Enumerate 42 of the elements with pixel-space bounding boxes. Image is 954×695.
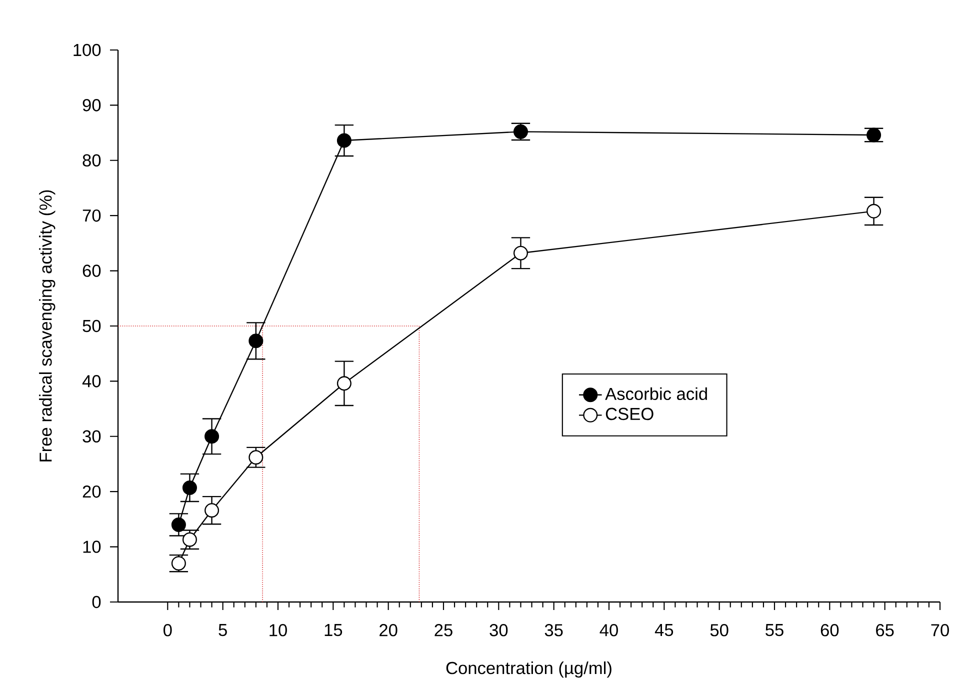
x-tick-label: 15 [324, 624, 342, 636]
x-tick-label: 70 [931, 624, 949, 636]
y-tick-label: 80 [82, 154, 101, 167]
y-tick-label: 10 [83, 540, 101, 553]
point [248, 450, 264, 465]
y-tick-label: 30 [82, 430, 101, 443]
point [866, 128, 882, 142]
x-tick-label: 0 [164, 624, 172, 636]
y-tick-label: 40 [82, 375, 101, 388]
point [204, 503, 220, 518]
point [866, 204, 882, 218]
point [336, 376, 352, 391]
x-tick-label: 10 [270, 624, 287, 636]
x-tick-label: 30 [490, 624, 508, 636]
x-tick-label: 55 [766, 624, 784, 636]
point [248, 334, 264, 348]
x-tick-label: 60 [820, 624, 839, 636]
x-tick-label: 50 [710, 624, 728, 636]
y-tick-label: 60 [82, 264, 101, 277]
y-axis-title: Free radical scavenging activity (%) [39, 190, 56, 462]
point [513, 246, 528, 260]
y-tick-label: 70 [82, 209, 101, 222]
point [513, 124, 528, 139]
point [204, 429, 220, 444]
x-tick-label: 35 [544, 624, 563, 636]
x-tick-label: 5 [218, 624, 227, 636]
y-tick-label: 20 [82, 485, 101, 498]
x-tick-label: 65 [876, 624, 894, 636]
legend-label: CSEO [606, 408, 654, 420]
y-tick-label: 90 [82, 99, 101, 112]
x-tick-label: 20 [380, 624, 398, 636]
y-tick-label: 0 [92, 596, 101, 608]
x-tick-label: 45 [654, 624, 674, 636]
legend-label: Ascorbic acid [605, 387, 707, 400]
x-tick-label: 25 [434, 624, 452, 636]
point [182, 480, 197, 495]
x-axis-title: Concentration (µg/ml) [446, 661, 612, 678]
y-tick-label: 50 [82, 320, 101, 332]
point [171, 517, 186, 532]
x-tick-label: 40 [600, 624, 618, 636]
y-tick-label: 100 [74, 44, 101, 56]
point [336, 133, 352, 148]
